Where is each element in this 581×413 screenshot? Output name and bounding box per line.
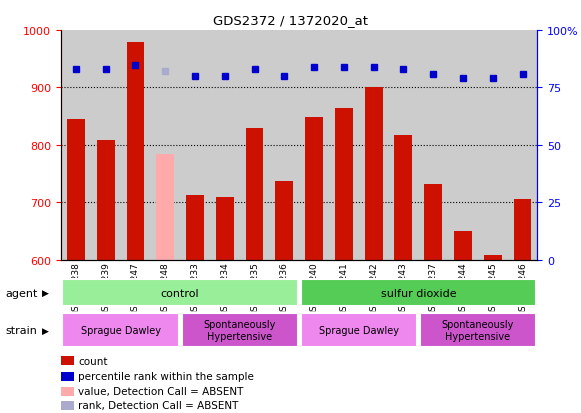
Bar: [182, 314, 297, 347]
Bar: [127, 43, 144, 260]
Bar: [156, 154, 174, 260]
Bar: [216, 197, 234, 260]
Bar: [246, 128, 264, 260]
Bar: [514, 199, 532, 260]
Bar: [305, 118, 323, 260]
Bar: [335, 108, 353, 260]
Bar: [420, 314, 536, 347]
Bar: [63, 314, 178, 347]
Text: Sprague Dawley: Sprague Dawley: [81, 325, 160, 335]
Bar: [67, 120, 85, 260]
Bar: [63, 280, 297, 306]
Bar: [186, 195, 204, 260]
Bar: [454, 231, 472, 260]
Text: ▶: ▶: [42, 288, 49, 297]
Text: Spontaneously
Hypertensive: Spontaneously Hypertensive: [442, 320, 514, 341]
Bar: [484, 255, 501, 260]
Text: control: control: [161, 288, 199, 298]
Bar: [301, 280, 536, 306]
Text: ▶: ▶: [42, 326, 49, 335]
Text: GDS2372 / 1372020_at: GDS2372 / 1372020_at: [213, 14, 368, 27]
Text: Spontaneously
Hypertensive: Spontaneously Hypertensive: [203, 320, 276, 341]
Bar: [96, 141, 114, 260]
Text: Sprague Dawley: Sprague Dawley: [319, 325, 399, 335]
Text: strain: strain: [6, 325, 38, 335]
Bar: [424, 185, 442, 260]
Bar: [394, 135, 413, 260]
Text: rank, Detection Call = ABSENT: rank, Detection Call = ABSENT: [78, 400, 239, 410]
Bar: [275, 181, 293, 260]
Text: sulfur dioxide: sulfur dioxide: [381, 288, 456, 298]
Text: value, Detection Call = ABSENT: value, Detection Call = ABSENT: [78, 386, 244, 396]
Bar: [365, 88, 382, 260]
Text: percentile rank within the sample: percentile rank within the sample: [78, 371, 254, 381]
Bar: [301, 314, 417, 347]
Text: count: count: [78, 356, 108, 366]
Text: agent: agent: [6, 288, 38, 298]
